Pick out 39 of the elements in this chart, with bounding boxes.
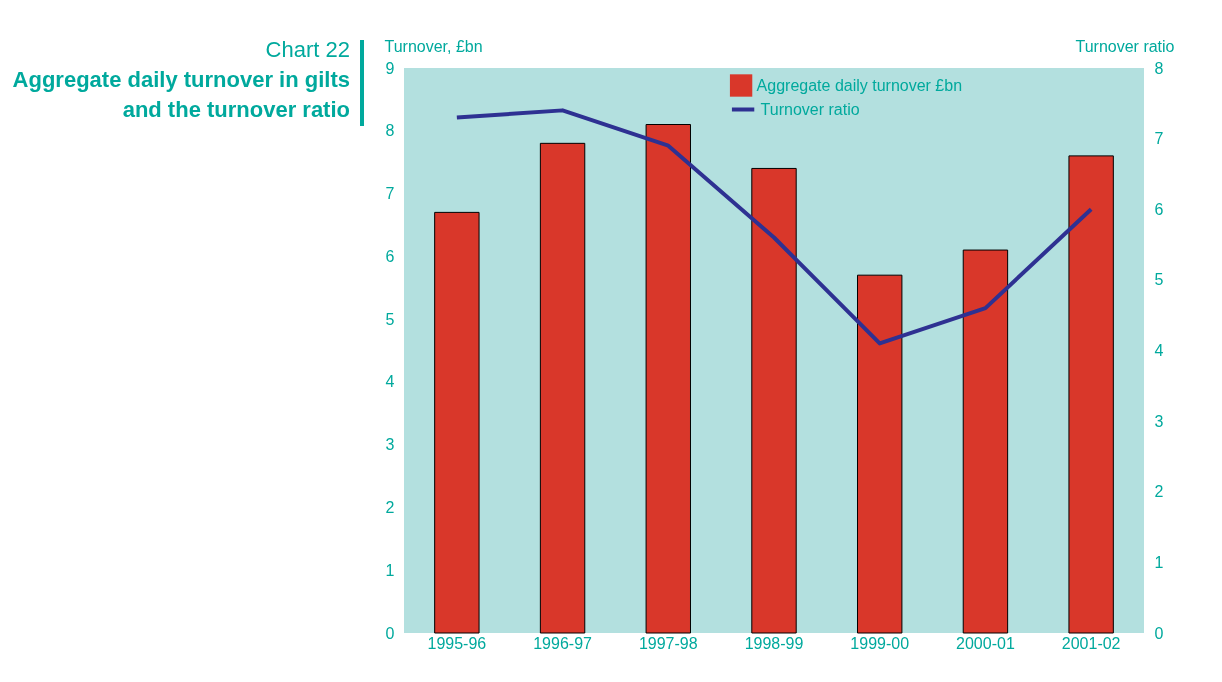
y2-tick-label: 8 xyxy=(1154,59,1164,77)
y-tick-label: 1 xyxy=(385,561,395,579)
y-tick-label: 5 xyxy=(385,310,395,328)
x-tick-label: 1998-99 xyxy=(744,634,804,652)
y2-axis-title: Turnover ratio xyxy=(1075,37,1175,55)
y2-tick-label: 2 xyxy=(1154,483,1164,501)
y2-tick-label: 3 xyxy=(1154,412,1164,430)
x-tick-label: 1995-96 xyxy=(427,634,487,652)
x-tick-label: 1999-00 xyxy=(850,634,910,652)
y-tick-label: 7 xyxy=(385,185,395,203)
bar xyxy=(434,211,480,634)
x-tick-label: 1997-98 xyxy=(638,634,698,652)
chart-subtitle: Chart 22 xyxy=(265,37,350,62)
x-tick-label: 2001-02 xyxy=(1061,634,1121,652)
y2-tick-label: 0 xyxy=(1154,624,1164,642)
y-tick-label: 0 xyxy=(385,624,395,642)
legend-label: Turnover ratio xyxy=(760,100,860,118)
x-tick-label: 1996-97 xyxy=(533,634,593,652)
legend-label: Aggregate daily turnover £bn xyxy=(756,76,963,94)
y-axis-title: Turnover, £bn xyxy=(384,37,483,55)
y2-tick-label: 5 xyxy=(1154,271,1164,289)
y-tick-label: 4 xyxy=(385,373,395,391)
bar xyxy=(962,249,1009,634)
bar xyxy=(539,142,586,634)
y-tick-label: 6 xyxy=(385,247,395,265)
y-tick-label: 9 xyxy=(385,59,395,77)
y2-tick-label: 6 xyxy=(1154,200,1164,218)
bar xyxy=(1068,155,1114,634)
bar xyxy=(645,124,691,634)
y-tick-label: 3 xyxy=(385,436,395,454)
x-tick-label: 2000-01 xyxy=(956,634,1015,652)
text: Aggregate daily turnover in gilts and the turnover ratio xyxy=(12,67,350,122)
y-tick-label: 2 xyxy=(385,498,395,516)
y2-tick-label: 1 xyxy=(1154,553,1164,571)
bar xyxy=(751,167,797,634)
y2-tick-label: 7 xyxy=(1154,130,1164,148)
y2-tick-label: 4 xyxy=(1154,342,1164,359)
bar xyxy=(857,274,903,634)
y-tick-label: 8 xyxy=(385,122,395,140)
